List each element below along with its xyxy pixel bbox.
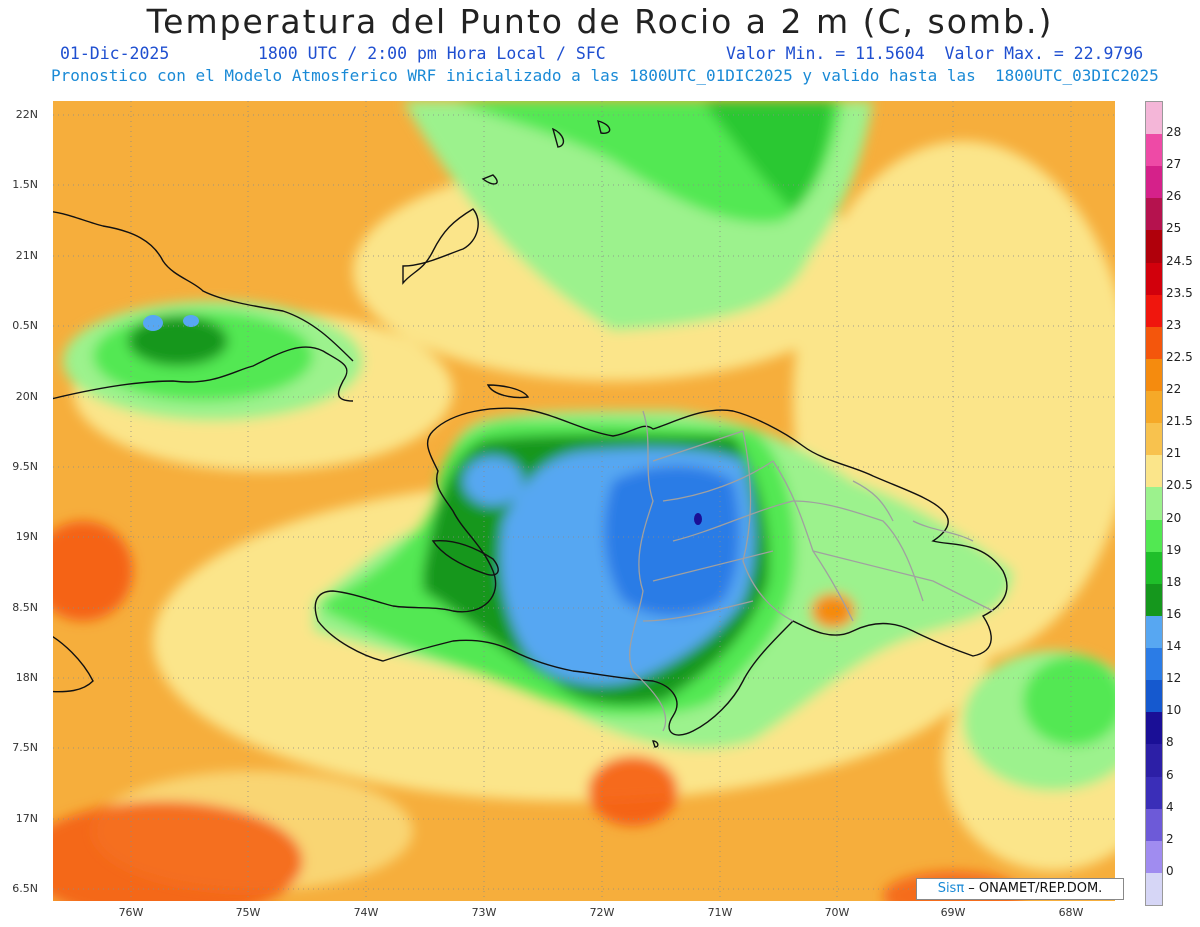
colorbar-label: 20.5 (1166, 478, 1193, 493)
colorbar-label: 24.5 (1166, 253, 1193, 268)
colorbar-label: 4 (1166, 799, 1174, 814)
lat-label-16-5n: 6.5N (12, 882, 38, 895)
colorbar-segment (1146, 358, 1162, 392)
provincial-borders (629, 410, 994, 732)
colorbar-label: 22.5 (1166, 349, 1193, 364)
colorbar-segment (1146, 680, 1162, 713)
lat-label-22n: 22N (15, 108, 38, 121)
credit-logo: Sisπ (937, 881, 965, 896)
min-max-values: Valor Min. = 11.5604 Valor Max. = 22.979… (726, 44, 1144, 63)
map-title: Temperatura del Punto de Rocio a 2 m (C,… (146, 2, 1054, 41)
colorbar-segment (1146, 455, 1162, 488)
colorbar-label: 16 (1166, 606, 1182, 621)
colorbar-segment (1146, 840, 1162, 874)
colorbar-segment (1146, 712, 1162, 745)
forecast-date: 01-Dic-2025 (60, 44, 170, 63)
lat-label-17n: 17N (15, 812, 38, 825)
colorbar-segment (1146, 744, 1162, 777)
lat-label-21n: 21N (15, 249, 38, 262)
colorbar-label: 25 (1166, 221, 1182, 236)
colorbar-segment (1146, 166, 1162, 199)
colorbar-segment (1146, 648, 1162, 681)
colorbar-label: 14 (1166, 639, 1182, 654)
credit-box: Sisπ – ONAMET/REP.DOM. (916, 878, 1124, 900)
lon-label-68w: 68W (1058, 906, 1084, 919)
lat-label-19-5n: 9.5N (12, 460, 38, 473)
credit-text: – ONAMET/REP.DOM. (964, 881, 1103, 896)
lon-label-76w: 76W (118, 906, 144, 919)
colorbar-segment (1146, 262, 1162, 296)
map-canvas (53, 101, 1115, 901)
colorbar-label: 20 (1166, 510, 1182, 525)
lat-label-19n: 19N (15, 530, 38, 543)
colorbar-label: 6 (1166, 767, 1174, 782)
colorbar-segment (1146, 391, 1162, 424)
forecast-description: Pronostico con el Modelo Atmosferico WRF… (51, 66, 1159, 85)
colorbar-label: 2 (1166, 831, 1174, 846)
colorbar-segment (1146, 872, 1162, 906)
colorbar-segment (1146, 487, 1162, 521)
lat-label-18n: 18N (15, 671, 38, 684)
lon-label-71w: 71W (707, 906, 733, 919)
colorbar-segment (1146, 808, 1162, 842)
coastlines (53, 120, 1008, 748)
colorbar-label: 28 (1166, 125, 1182, 140)
colorbar-segment (1146, 294, 1162, 328)
colorbar-segment (1146, 134, 1162, 167)
colorbar-label: 21.5 (1166, 414, 1193, 429)
colorbar-segment (1146, 519, 1162, 553)
colorbar-label: 23 (1166, 317, 1182, 332)
colorbar-label: 26 (1166, 189, 1182, 204)
colorbar-label: 19 (1166, 542, 1182, 557)
lon-label-70w: 70W (824, 906, 850, 919)
colorbar-segment (1146, 615, 1162, 649)
lon-label-69w: 69W (940, 906, 966, 919)
lon-label-73w: 73W (471, 906, 497, 919)
colorbar-label: 8 (1166, 735, 1174, 750)
colorbar-segment (1146, 776, 1162, 810)
colorbar-label: 21 (1166, 446, 1182, 461)
colorbar-label: 18 (1166, 574, 1182, 589)
colorbar-segment (1146, 423, 1162, 456)
lon-label-75w: 75W (235, 906, 261, 919)
colorbar-segment (1146, 230, 1162, 264)
colorbar-label: 12 (1166, 671, 1182, 686)
lat-label-18-5n: 8.5N (12, 601, 38, 614)
lon-label-74w: 74W (353, 906, 379, 919)
lat-label-21-5n: 1.5N (12, 178, 38, 191)
colorbar-segment (1146, 551, 1162, 585)
lat-label-17-5n: 7.5N (12, 741, 38, 754)
colorbar-segment (1146, 102, 1162, 135)
colorbar-label: 23.5 (1166, 285, 1193, 300)
colorbar-segment (1146, 326, 1162, 360)
colorbar (1145, 101, 1163, 906)
forecast-time: 1800 UTC / 2:00 pm Hora Local / SFC (258, 44, 606, 63)
lon-label-72w: 72W (589, 906, 615, 919)
lat-label-20-5n: 0.5N (12, 319, 38, 332)
colorbar-label: 22 (1166, 382, 1182, 397)
colorbar-label: 10 (1166, 703, 1182, 718)
colorbar-segment (1146, 198, 1162, 231)
colorbar-segment (1146, 583, 1162, 617)
dewpoint-map (53, 101, 1115, 901)
lat-label-20n: 20N (15, 390, 38, 403)
colorbar-label: 0 (1166, 863, 1174, 878)
colorbar-label: 27 (1166, 157, 1182, 172)
